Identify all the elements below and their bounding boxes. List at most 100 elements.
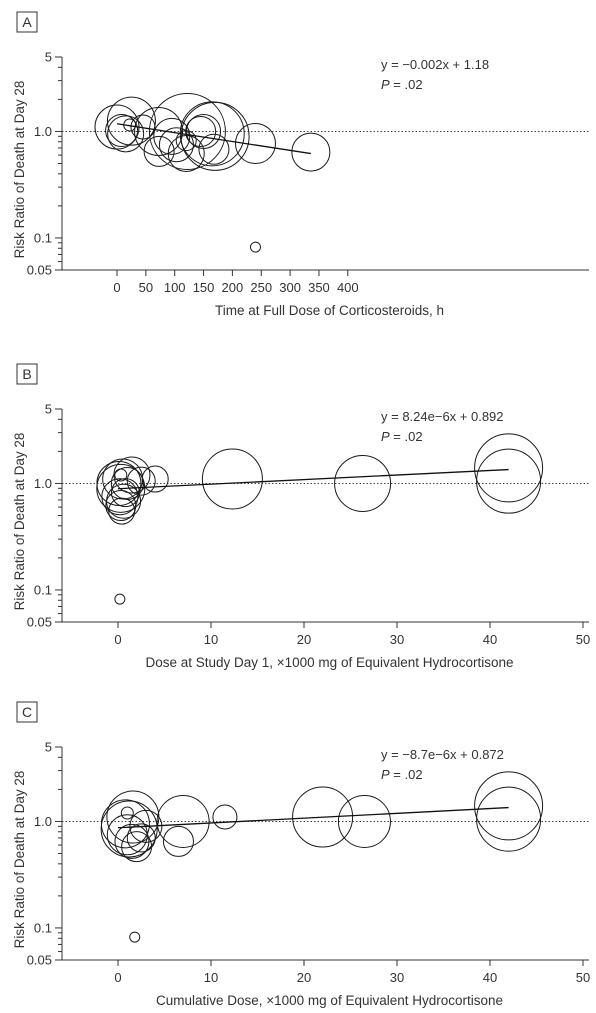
bubble-point (129, 809, 163, 843)
x-tick-label: 400 (337, 280, 359, 295)
bubble-point (105, 114, 139, 148)
bubble-point (249, 241, 261, 253)
y-tick-label: 0.05 (27, 615, 52, 630)
x-tick-label: 0 (113, 280, 120, 295)
y-tick-label: 5 (45, 740, 52, 755)
bubble-point (474, 433, 544, 503)
bubble-point (129, 931, 141, 943)
chart-panel-a: A 5 1.0 0.1 0.05 0 50 100 150 200 250 300 350 400 y = … (12, 11, 589, 318)
trend-line (117, 806, 509, 829)
bubble-point (143, 135, 175, 167)
p-value: = .02 (390, 767, 423, 782)
panel-label: A (22, 14, 32, 30)
chart-panel-b: B 5 1.0 0.1 0.05 0 10 20 30 40 50 y = 8.24e−6x + 0.… (12, 363, 590, 670)
bubble-point (121, 831, 153, 863)
bubble-point (130, 114, 156, 140)
bubble-point (162, 825, 194, 857)
chart-panel-c: C 5 1.0 0.1 0.05 0 10 20 30 40 50 y = −8.7e−6x + 0.… (12, 701, 590, 1008)
bubble-point (106, 483, 142, 519)
p-value-text: P = .02 (381, 767, 423, 782)
panel-label-box (16, 701, 38, 723)
bubble-point (126, 466, 156, 496)
y-axis-title: Risk Ratio of Death at Day 28 (12, 771, 27, 949)
x-axis-title: Time at Full Dose of Corticosteroids, h (215, 303, 444, 318)
x-tick-label: 30 (390, 970, 404, 985)
bubble-point (201, 448, 263, 510)
x-tick-label: 350 (308, 280, 330, 295)
bubble-point (141, 465, 169, 493)
p-value: = .02 (390, 77, 423, 92)
y-tick-label: 0.05 (27, 263, 52, 278)
x-tick-label: 40 (483, 970, 497, 985)
bubble-point (185, 115, 217, 147)
bubble-point (337, 794, 391, 848)
regression-equation: y = 8.24e−6x + 0.892 (381, 409, 504, 424)
bubble-point (148, 92, 226, 170)
bubble-point (113, 456, 151, 494)
bubble-point (476, 786, 542, 852)
regression-equation: y = −8.7e−6x + 0.872 (381, 747, 504, 762)
y-tick-label: 5 (45, 50, 52, 65)
panel-label: C (22, 704, 32, 720)
bubble-point (292, 786, 354, 848)
bubble-point (334, 454, 392, 512)
y-tick-label: 0.1 (34, 582, 52, 597)
regression-equation: y = −0.002x + 1.18 (381, 57, 489, 72)
bubble-point (120, 806, 134, 820)
x-tick-label: 0 (114, 970, 121, 985)
x-tick-label: 250 (250, 280, 272, 295)
y-tick-label: 1.0 (34, 124, 52, 139)
bubble-point (186, 113, 222, 149)
x-tick-label: 10 (204, 970, 218, 985)
panel-label-box (16, 11, 38, 33)
y-axis-title: Risk Ratio of Death at Day 28 (12, 81, 27, 259)
y-tick-label: 0.05 (27, 953, 52, 968)
bubble-point (114, 593, 126, 605)
y-tick-label: 1.0 (34, 476, 52, 491)
x-tick-label: 150 (193, 280, 215, 295)
bubble-point (105, 490, 137, 522)
bubble-point (476, 448, 542, 514)
y-tick-label: 0.1 (34, 920, 52, 935)
bubble-point (198, 133, 230, 165)
x-tick-label: 300 (279, 280, 301, 295)
bubble-point (212, 804, 238, 830)
x-tick-label: 20 (297, 970, 311, 985)
panel-label: B (22, 366, 31, 382)
bubble-point (110, 478, 140, 508)
y-axis-title: Risk Ratio of Death at Day 28 (12, 433, 27, 611)
p-letter: P (381, 429, 390, 444)
x-tick-label: 30 (390, 632, 404, 647)
trend-line (116, 123, 311, 155)
bubble-point (156, 794, 210, 848)
p-value-text: P = .02 (381, 77, 423, 92)
bubble-point (234, 123, 276, 165)
p-letter: P (381, 77, 390, 92)
p-value-text: P = .02 (381, 429, 423, 444)
x-axis-title: Dose at Study Day 1, ×1000 mg of Equival… (145, 655, 513, 670)
bubble-point (106, 96, 156, 146)
x-tick-label: 200 (222, 280, 244, 295)
x-tick-label: 0 (114, 632, 121, 647)
bubble-point (291, 132, 331, 172)
x-tick-label: 100 (164, 280, 186, 295)
y-tick-label: 1.0 (34, 814, 52, 829)
x-tick-label: 40 (483, 632, 497, 647)
bubble-point (114, 823, 150, 859)
x-tick-label: 20 (297, 632, 311, 647)
x-axis-title: Cumulative Dose, ×1000 mg of Equivalent … (156, 993, 503, 1008)
bubble-point (180, 101, 250, 171)
bubble-point (101, 478, 139, 516)
y-tick-label: 5 (45, 402, 52, 417)
bubble-point (474, 771, 544, 841)
y-tick-label: 0.1 (34, 230, 52, 245)
x-tick-label: 50 (576, 970, 590, 985)
bubble-point (126, 823, 156, 853)
panel-label-box (16, 363, 38, 385)
bubble-point (107, 115, 145, 153)
p-letter: P (381, 767, 390, 782)
x-tick-label: 10 (204, 632, 218, 647)
bubble-point (100, 800, 158, 858)
x-tick-label: 50 (139, 280, 153, 295)
